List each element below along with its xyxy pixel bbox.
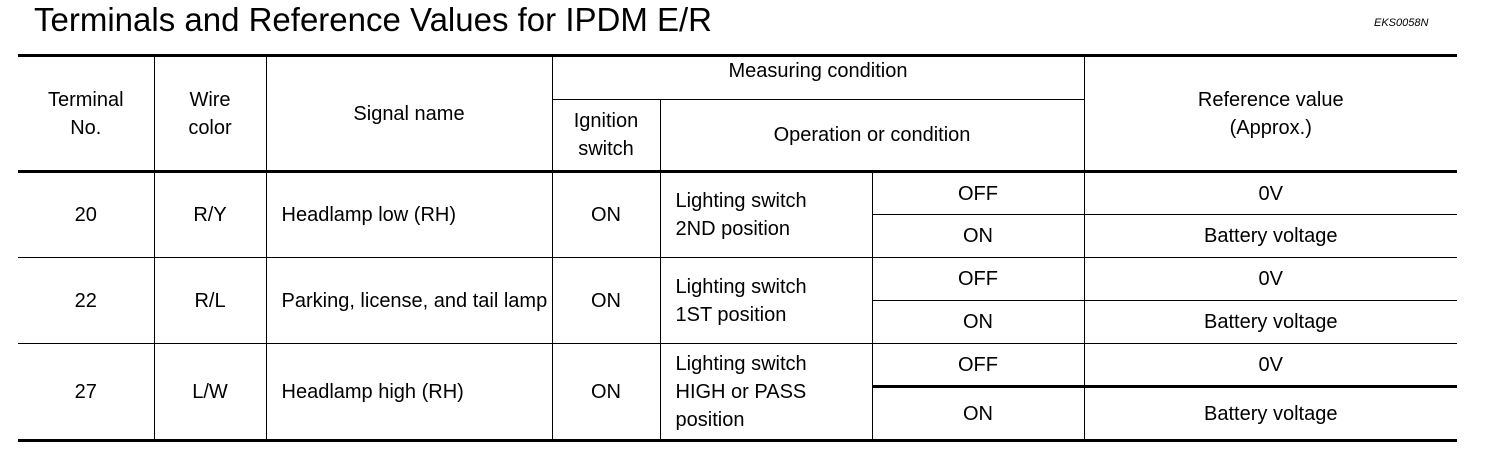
reference-value: 0V (1083, 257, 1457, 301)
reference-value: Battery voltage (1083, 386, 1457, 442)
header-signal: Signal name (265, 54, 553, 172)
document-code: EKS0058N (1374, 17, 1429, 29)
signal-name: Parking, license, and tail lamp (265, 257, 553, 344)
state: OFF (871, 343, 1085, 388)
reference-value: 0V (1083, 343, 1457, 388)
signal-name: Headlamp high (RH) (265, 343, 553, 442)
wire-color: L/W (153, 343, 267, 442)
header-reference: Reference value (Approx.) (1083, 54, 1457, 172)
header-terminal: Terminal No. (18, 54, 155, 172)
wire-color: R/L (153, 257, 267, 344)
ignition-switch: ON (551, 343, 661, 442)
terminal-no: 22 (18, 257, 155, 344)
terminal-no: 20 (18, 170, 155, 258)
state: ON (871, 386, 1085, 442)
state: OFF (871, 257, 1085, 301)
operation-condition: Lighting switch HIGH or PASS position (659, 343, 873, 442)
header-operation: Operation or condition (659, 99, 1085, 173)
reference-value: Battery voltage (1083, 214, 1457, 258)
terminal-no: 27 (18, 343, 155, 442)
table-row: 27 L/W Headlamp high (RH) ON Lighting sw… (18, 343, 1457, 442)
state: ON (871, 214, 1085, 258)
table-row: 22 R/L Parking, license, and tail lamp O… (18, 257, 1457, 344)
signal-name: Headlamp low (RH) (265, 170, 553, 258)
header-ignition: Ignition switch (551, 99, 661, 173)
reference-value: Battery voltage (1083, 300, 1457, 344)
page-title: Terminals and Reference Values for IPDM … (34, 1, 712, 38)
header-measuring: Measuring condition (551, 54, 1085, 100)
table-row: 20 R/Y Headlamp low (RH) ON Lighting swi… (18, 170, 1457, 258)
state: OFF (871, 170, 1085, 215)
terminals-table: Terminal No. Wire color Signal name Meas… (18, 54, 1457, 442)
reference-value: 0V (1083, 170, 1457, 215)
operation-condition: Lighting switch 2ND position (659, 170, 873, 258)
wire-color: R/Y (153, 170, 267, 258)
state: ON (871, 300, 1085, 344)
operation-condition: Lighting switch 1ST position (659, 257, 873, 344)
ignition-switch: ON (551, 257, 661, 344)
ignition-switch: ON (551, 170, 661, 258)
header-wire: Wire color (153, 54, 267, 172)
